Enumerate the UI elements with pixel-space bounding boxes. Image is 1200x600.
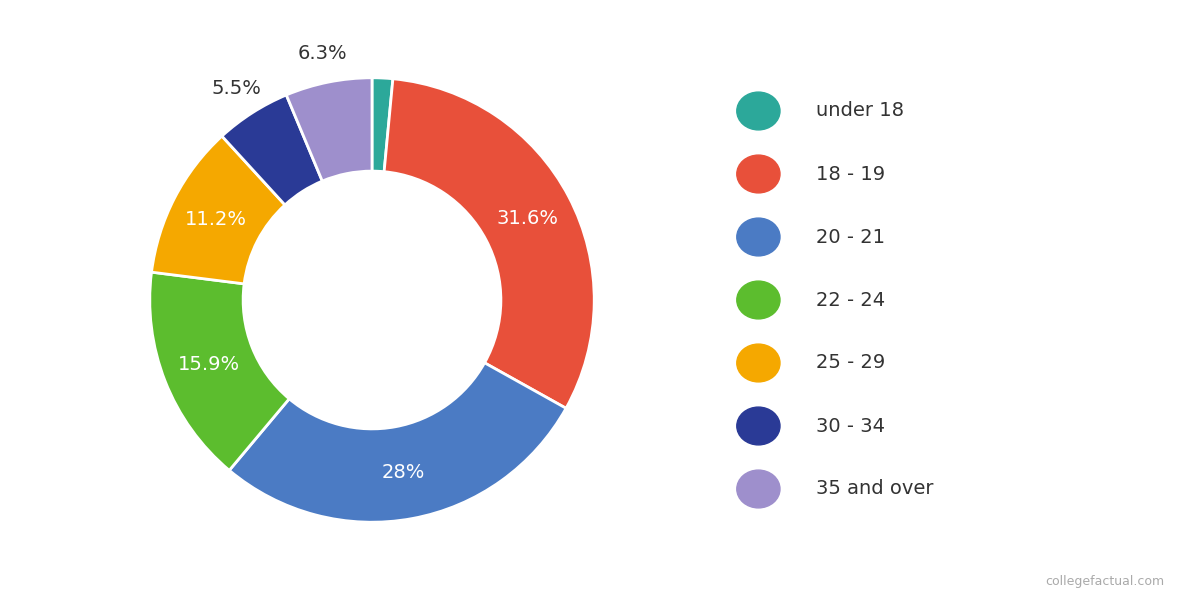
Text: 20 - 21: 20 - 21 [816,227,886,247]
Circle shape [737,407,780,445]
Wedge shape [384,79,594,408]
Circle shape [737,218,780,256]
Wedge shape [372,78,392,172]
Text: 35 and over: 35 and over [816,479,934,499]
Text: under 18: under 18 [816,101,904,121]
Wedge shape [287,78,372,181]
Wedge shape [150,272,289,470]
Text: 28%: 28% [382,463,426,482]
Text: 22 - 24: 22 - 24 [816,290,886,310]
Circle shape [737,155,780,193]
Text: 25 - 29: 25 - 29 [816,353,886,373]
Circle shape [737,92,780,130]
Text: 31.6%: 31.6% [497,209,558,228]
Circle shape [737,470,780,508]
Text: 15.9%: 15.9% [178,355,240,374]
Wedge shape [151,136,284,284]
Text: collegefactual.com: collegefactual.com [1045,575,1164,588]
Circle shape [737,281,780,319]
Text: 30 - 34: 30 - 34 [816,416,886,436]
Text: 5.5%: 5.5% [212,79,262,98]
Circle shape [737,344,780,382]
Text: 11.2%: 11.2% [185,210,247,229]
Text: 18 - 19: 18 - 19 [816,164,886,184]
Wedge shape [222,95,323,205]
Text: 6.3%: 6.3% [298,44,348,63]
Wedge shape [229,363,566,522]
